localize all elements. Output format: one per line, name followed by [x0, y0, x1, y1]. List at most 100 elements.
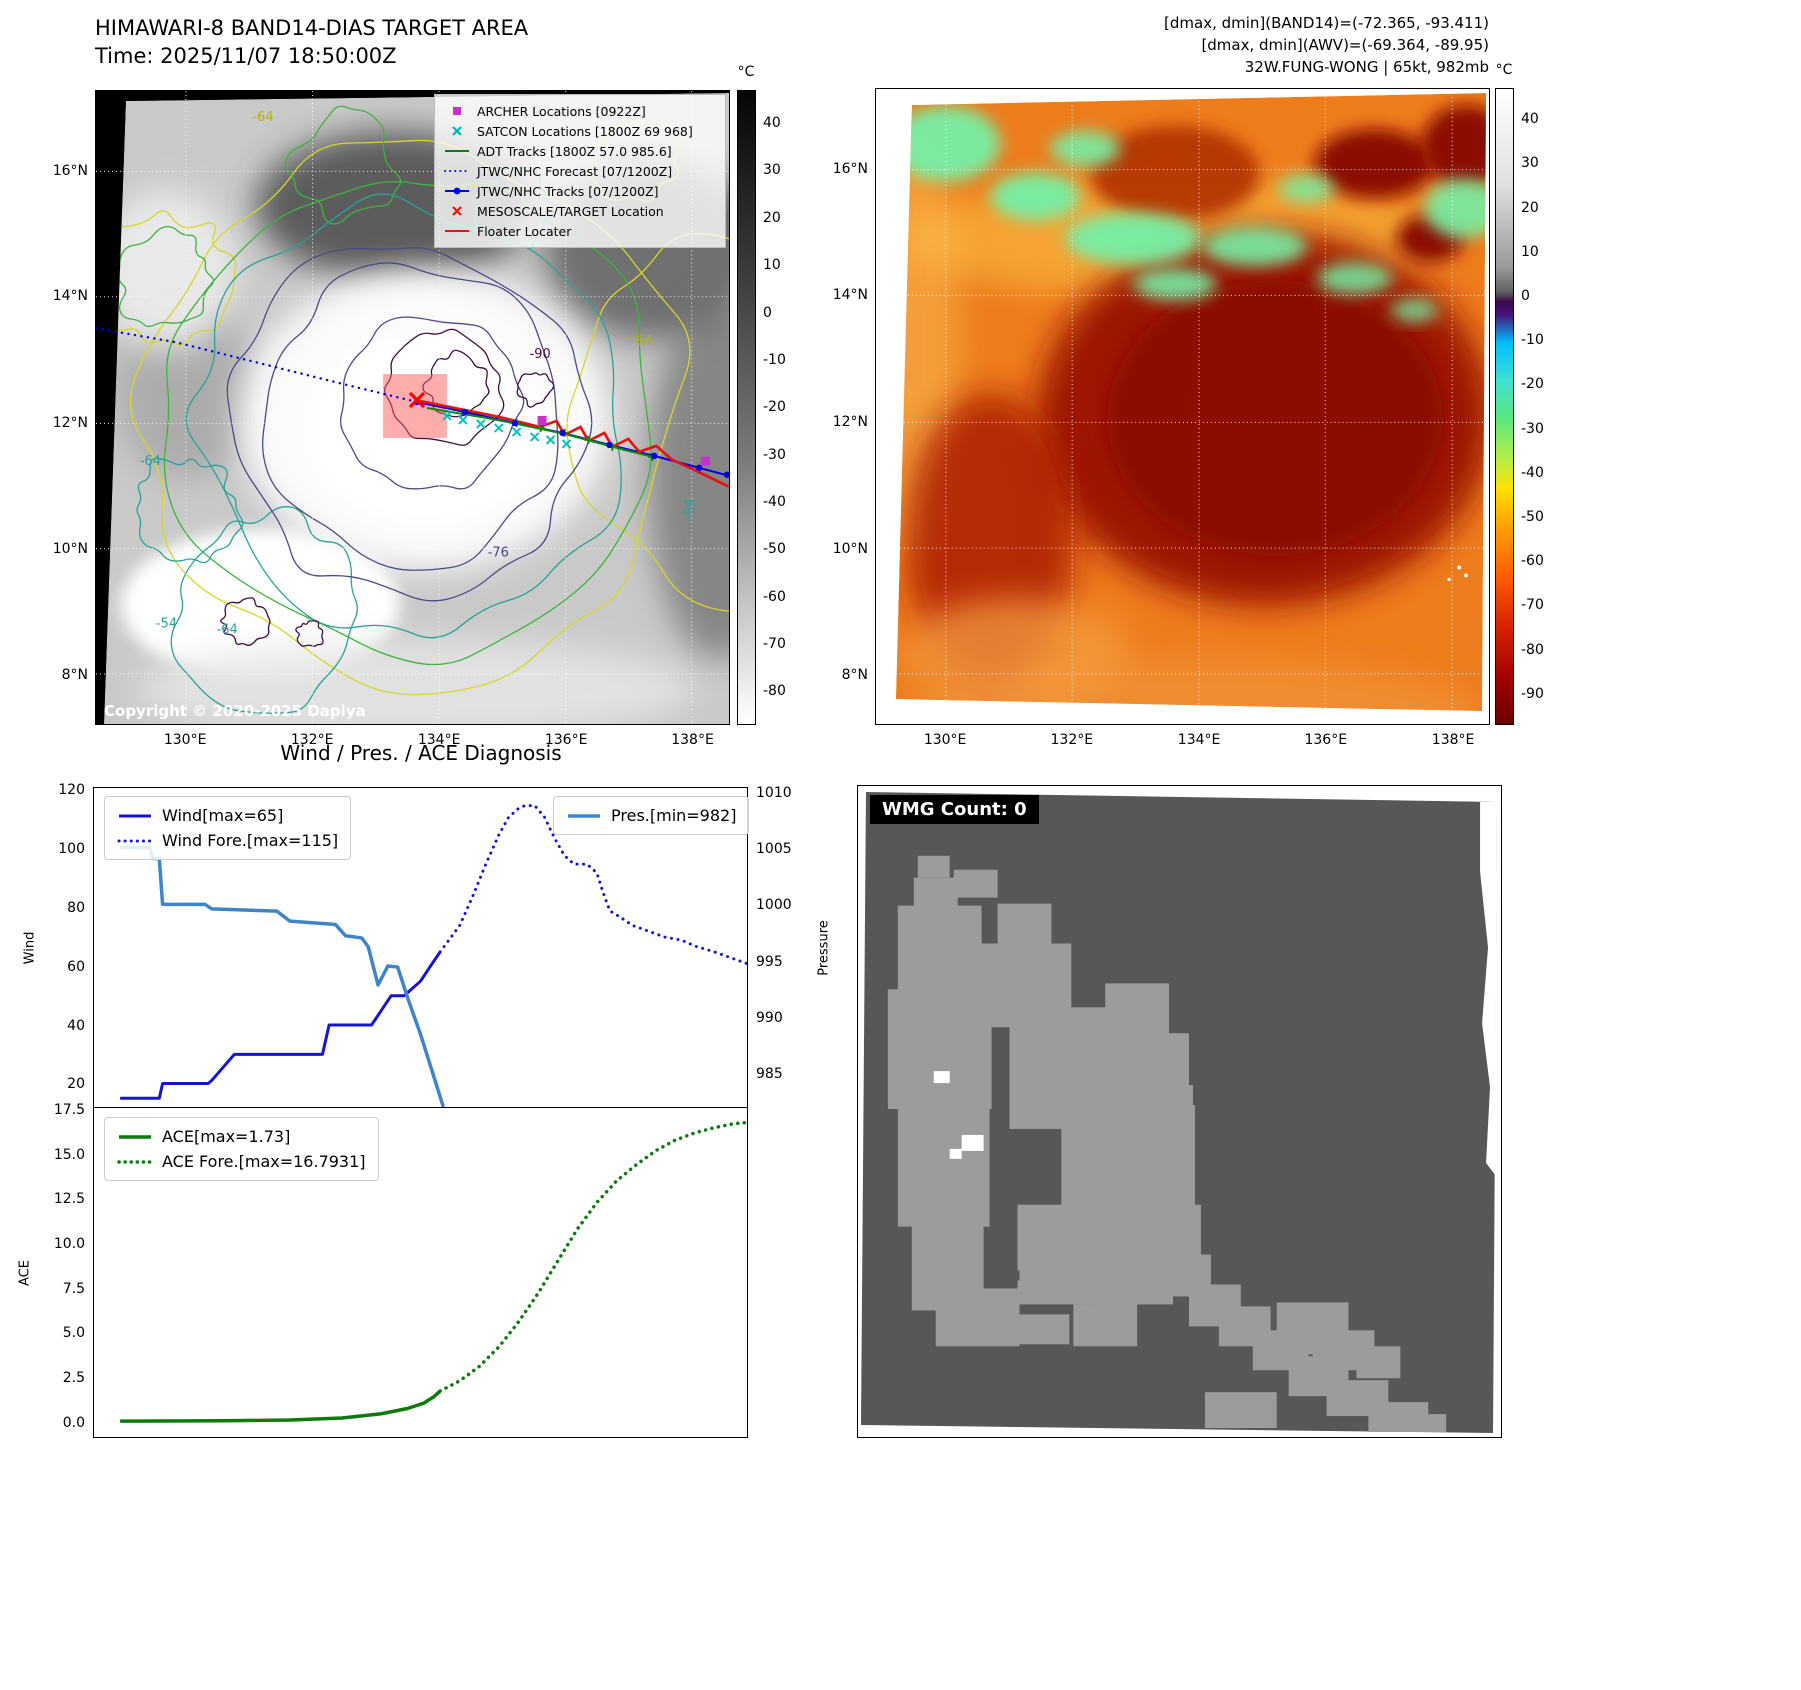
ace-plot — [120, 1120, 747, 1423]
track-markers — [413, 398, 729, 478]
colorbar-tick-label: -80 — [1521, 641, 1544, 658]
jtwc-track-point-icon — [695, 464, 703, 471]
colorbar-tick-label: 10 — [763, 257, 781, 274]
jtwc-track-point-icon — [606, 441, 613, 449]
contour-label: -54 — [156, 616, 177, 631]
colorbar-tick-label: -50 — [763, 541, 786, 558]
wind-ytick-label: 80 — [67, 899, 85, 916]
map-legend-label: JTWC/NHC Forecast [07/1200Z] — [477, 163, 673, 179]
contour-label: -90 — [530, 347, 551, 362]
map-legend-item: JTWC/NHC Forecast [07/1200Z] — [443, 161, 717, 181]
legend-marker-line-dot-icon — [445, 187, 469, 195]
awv-colorbar — [1495, 88, 1514, 725]
wind-pressure-plot — [120, 804, 747, 1107]
legend-marker-dotted-icon — [444, 170, 470, 172]
lon-tick-label: 134°E — [417, 732, 461, 748]
contour-label: -64 — [253, 110, 274, 125]
band14-time: Time: 2025/11/07 18:50:00Z — [95, 44, 397, 68]
wmg-dark-cell — [1009, 1270, 1020, 1281]
pressure-ytick-label: 1000 — [756, 897, 792, 914]
wmg-edge-gap — [1480, 801, 1498, 1175]
contour-line — [340, 316, 525, 490]
lon-tick-label: 138°E — [671, 732, 714, 748]
colorbar-tick-label: -30 — [763, 446, 786, 463]
colorbar-tick-label: -40 — [763, 493, 786, 510]
awv-header: [dmax, dmin](BAND14)=(-72.365, -93.411) … — [1164, 12, 1489, 78]
lat-tick-label: 14°N — [52, 288, 88, 305]
lat-tick-label: 16°N — [52, 162, 88, 179]
archer-marker-icon — [537, 415, 547, 425]
series-line-1 — [438, 804, 747, 966]
pressure-axis-label: Pressure — [816, 919, 832, 976]
band14-title: HIMAWARI-8 BAND14-DIAS TARGET AREA — [95, 16, 529, 40]
legend-label: Wind[max=65] — [162, 806, 284, 825]
legend-sample-icon — [119, 814, 151, 817]
lon-tick-label: 134°E — [1177, 732, 1221, 748]
legend-label: Pres.[min=982] — [611, 806, 737, 825]
map-legend-label: JTWC/NHC Tracks [07/1200Z] — [477, 183, 659, 199]
adt-marker-icon — [536, 423, 545, 432]
colorbar-tick-label: 20 — [1521, 199, 1539, 216]
awv-map-panel — [875, 88, 1490, 725]
colorbar-tick-label: -70 — [763, 636, 786, 653]
lon-tick-label: 136°E — [1304, 732, 1348, 748]
colorbar-tick-label: 30 — [1521, 155, 1539, 172]
legend-item: Wind Fore.[max=115] — [117, 828, 338, 853]
legend-label: Wind Fore.[max=115] — [162, 831, 339, 850]
ace-ytick-label: 10.0 — [53, 1235, 85, 1252]
contour-label-group: -64 -64 -90 -76 -54 -64 -64 -54 — [140, 110, 698, 637]
colorbar-tick-label: -30 — [1521, 420, 1544, 437]
band14-colorbar — [737, 90, 756, 725]
contour-line — [226, 247, 593, 602]
band14-map-panel: -64 -64 -90 -76 -54 -64 -64 -54 ARCHER Location… — [95, 90, 730, 725]
map-legend-item: JTWC/NHC Tracks [07/1200Z] — [443, 181, 717, 201]
ace-ytick-label: 2.5 — [62, 1370, 85, 1387]
map-legend-label: SATCON Locations [1800Z 69 968] — [477, 123, 693, 139]
colorbar-tick-label: -40 — [1521, 464, 1544, 481]
series-line-2 — [120, 845, 445, 1107]
contour-label: -76 — [488, 546, 509, 561]
ace-axis-label: ACE — [17, 1260, 33, 1286]
awv-header-line-2: [dmax, dmin](AWV)=(-69.364, -89.95) — [1201, 36, 1489, 54]
satcon-marker-icon — [511, 427, 522, 437]
jtwc-track-point-icon — [651, 452, 658, 460]
lat-tick-label: 10°N — [832, 540, 868, 557]
jtwc-track-point-icon — [461, 408, 469, 416]
ace-ytick-label: 0.0 — [62, 1414, 85, 1431]
pressure-ytick-label: 1005 — [756, 840, 792, 857]
series-line-1 — [438, 1120, 747, 1393]
satcon-marker-icon — [476, 419, 486, 429]
satcon-marker-icon — [545, 435, 556, 445]
archer-marker-icon — [701, 456, 711, 466]
lat-tick-label: 12°N — [52, 415, 88, 432]
colorbar-tick-label: -70 — [1521, 597, 1544, 614]
colorbar-tick-label: 10 — [1521, 243, 1539, 260]
ace-ytick-label: 7.5 — [62, 1280, 85, 1297]
ace-ytick-label: 17.5 — [53, 1101, 85, 1118]
lon-tick-label: 132°E — [290, 732, 334, 748]
map-legend-item: MESOSCALE/TARGET Location — [443, 201, 717, 221]
colorbar-tick-label: 0 — [763, 304, 772, 321]
legend-marker-square-icon — [453, 107, 461, 115]
lat-tick-label: 16°N — [832, 160, 868, 177]
band14-map-legend: ARCHER Locations [0922Z] SATCON Locations… — [434, 94, 726, 248]
legend-marker-x-icon — [452, 126, 462, 136]
contour-line — [220, 597, 271, 647]
colorbar-tick-label: 20 — [763, 209, 781, 226]
colorbar-tick-label: 40 — [763, 115, 781, 132]
jtwc-track-point-icon — [511, 419, 518, 427]
map-legend-item: ADT Tracks [1800Z 57.0 985.6] — [443, 141, 717, 161]
legend-sample-icon — [568, 813, 600, 818]
wind-pressure-chart — [93, 787, 748, 1108]
colorbar-tick-label: -60 — [1521, 553, 1544, 570]
legend-label: ACE Fore.[max=16.7931] — [162, 1152, 366, 1171]
wmg-image — [858, 786, 1501, 1437]
copyright-text: Copyright © 2020-2025 Dapiya — [104, 702, 366, 720]
ace-ytick-label: 5.0 — [62, 1325, 85, 1342]
satcon-marker-icon — [442, 411, 452, 421]
colorbar-tick-label: 40 — [1521, 111, 1539, 128]
contour-line — [136, 457, 244, 564]
awv-header-line-3: 32W.FUNG-WONG | 65kt, 982mb — [1244, 58, 1489, 76]
lat-tick-label: 8°N — [841, 666, 868, 683]
ace-ytick-label: 12.5 — [53, 1191, 85, 1208]
